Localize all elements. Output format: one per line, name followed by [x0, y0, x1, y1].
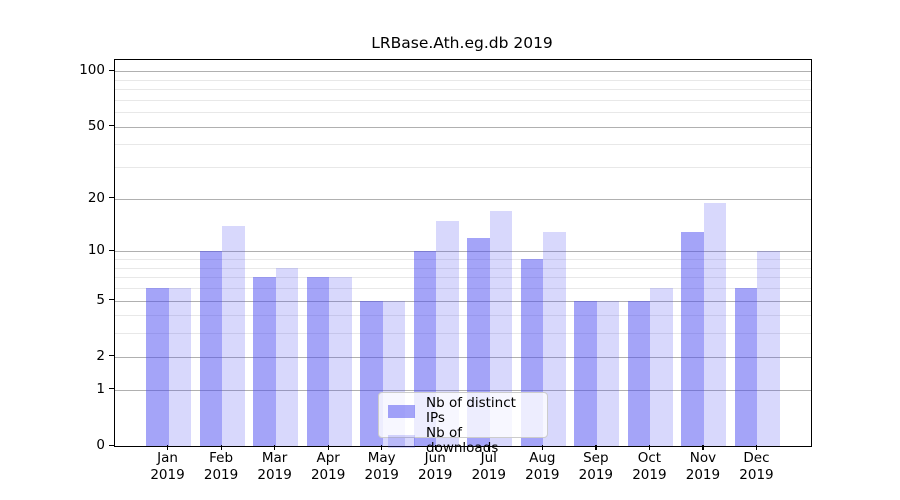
gridline-minor-80 — [115, 89, 811, 91]
bar-oct-downloads — [650, 287, 673, 446]
gridline-minor-4 — [115, 315, 811, 317]
bar-oct-ips — [627, 300, 651, 446]
gridline-minor-70 — [115, 99, 811, 101]
gridline-major-20 — [115, 198, 811, 200]
x-label-sep: Sep 2019 — [578, 450, 614, 483]
gridline-minor-90 — [115, 79, 811, 81]
legend-swatch-distinct-ips — [388, 404, 415, 418]
gridline-minor-30 — [115, 167, 811, 169]
gridline-major-10 — [115, 251, 811, 253]
gridline-major-50 — [115, 126, 811, 128]
bar-apr-ips — [306, 277, 330, 446]
bar-mar-downloads — [275, 267, 299, 446]
y-label-1: 1 — [96, 380, 105, 397]
bar-dec-downloads — [757, 251, 780, 446]
y-label-100: 100 — [79, 62, 105, 79]
x-label-mar: Mar 2019 — [257, 450, 292, 483]
x-label-apr: Apr 2019 — [310, 450, 346, 483]
y-label-0: 0 — [96, 437, 105, 453]
bar-may-ips — [360, 300, 383, 446]
legend-label-distinct-ips: Nb of distinct IPs — [426, 395, 516, 426]
gridline-minor-60 — [115, 112, 811, 114]
gridline-major-5 — [115, 300, 811, 302]
y-tick-5 — [109, 299, 114, 301]
x-tick-apr — [327, 445, 329, 450]
gridline-major-100 — [115, 71, 811, 73]
bar-mar-ips — [253, 277, 276, 446]
x-tick-sep — [595, 445, 597, 450]
x-label-dec: Dec 2019 — [739, 450, 774, 483]
x-tick-oct — [648, 445, 651, 450]
bar-jan-ips — [146, 287, 169, 446]
bar-nov-downloads — [703, 202, 727, 446]
x-tick-nov — [702, 445, 704, 450]
x-tick-jun — [434, 445, 436, 450]
y-tick-50 — [109, 125, 114, 127]
x-label-jun: Jun 2019 — [418, 450, 453, 483]
y-label-5: 5 — [96, 291, 105, 308]
legend-swatch-downloads — [388, 434, 415, 448]
bar-jun-downloads — [436, 220, 459, 446]
gridline-minor-8 — [115, 267, 811, 269]
gridline-major-1 — [115, 389, 811, 391]
chart-title: LRBase.Ath.eg.db 2019 — [371, 34, 553, 52]
x-tick-dec — [755, 445, 758, 450]
gridline-major-2 — [115, 356, 811, 358]
y-label-20: 20 — [87, 189, 105, 206]
y-tick-10 — [109, 249, 114, 251]
gridline-minor-9 — [115, 259, 811, 261]
x-label-oct: Oct 2019 — [632, 450, 667, 483]
bar-feb-ips — [199, 251, 223, 446]
x-label-may: May 2019 — [364, 450, 399, 483]
x-tick-may — [381, 445, 383, 450]
x-tick-feb — [220, 445, 222, 450]
bar-apr-downloads — [329, 277, 352, 446]
x-tick-jan — [167, 445, 169, 450]
x-label-jan: Jan 2019 — [150, 450, 185, 483]
gridline-minor-3 — [115, 333, 811, 335]
x-label-jul: Jul 2019 — [471, 450, 506, 483]
bar-jan-downloads — [168, 287, 192, 446]
plot-area — [114, 59, 812, 447]
gridline-minor-7 — [115, 277, 811, 279]
bar-sep-ips — [574, 300, 597, 446]
x-label-aug: Aug 2019 — [525, 450, 560, 483]
y-label-50: 50 — [87, 117, 105, 134]
bar-feb-downloads — [222, 226, 245, 446]
x-tick-aug — [541, 445, 543, 450]
bar-jul-downloads — [489, 211, 513, 446]
legend: Nb of distinct IPs Nb of downloads — [378, 392, 548, 456]
y-label-2: 2 — [96, 347, 105, 364]
gridline-minor-40 — [115, 144, 811, 146]
bar-dec-ips — [734, 287, 758, 446]
bar-aug-downloads — [543, 231, 566, 446]
gridline-minor-6 — [115, 287, 811, 289]
y-tick-100 — [109, 69, 114, 71]
y-label-10: 10 — [87, 242, 105, 259]
bar-sep-downloads — [596, 300, 620, 446]
x-label-nov: Nov 2019 — [685, 450, 721, 483]
x-tick-jul — [488, 445, 490, 450]
bar-nov-ips — [681, 231, 704, 446]
y-tick-1 — [109, 388, 114, 390]
x-tick-mar — [274, 445, 276, 450]
y-tick-0 — [109, 444, 114, 446]
legend-row-downloads: Nb of downloads — [388, 426, 538, 456]
legend-label-downloads: Nb of downloads — [426, 425, 499, 456]
y-tick-2 — [109, 355, 114, 357]
x-label-feb: Feb 2019 — [203, 450, 239, 483]
legend-row-distinct-ips: Nb of distinct IPs — [388, 396, 538, 426]
y-tick-20 — [109, 197, 114, 199]
